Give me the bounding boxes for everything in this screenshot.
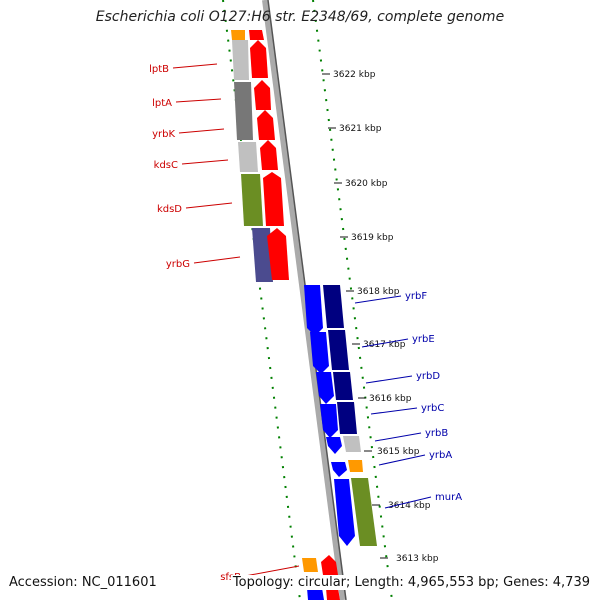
gene-label-murA: murA: [435, 492, 462, 503]
gene-label-yrbE: yrbE: [412, 334, 435, 345]
gene-label-lptA: lptA: [152, 98, 172, 109]
tick-label: 3621 kbp: [339, 124, 382, 134]
cog-block-yrbC: [337, 402, 357, 434]
cds-arrow-lptB: [250, 40, 268, 78]
genome-title: Escherichia coli O127:H6 str. E2348/69, …: [95, 9, 505, 25]
gene-label-yrbC: yrbC: [421, 403, 444, 414]
tick-label: 3616 kbp: [369, 394, 412, 404]
gene-label-yrbA: yrbA: [429, 450, 452, 461]
cog-block-lptB: [232, 40, 249, 80]
cog-block-lptA: [234, 82, 253, 140]
cds-arrow-sfsB: [321, 555, 338, 575]
tick-label: 3618 kbp: [357, 287, 400, 297]
cog-block-sfsB: [302, 558, 318, 572]
accession-text: Accession: NC_011601: [9, 575, 157, 590]
outer-dotted-ring: [312, 0, 393, 600]
tick-labels: 3622 kbp 3621 kbp 3620 kbp 3619 kbp 3618…: [333, 70, 439, 564]
cds-arrow-yrbG: [267, 228, 289, 280]
cds-arrow-top: [249, 30, 264, 40]
cog-block-murA: [351, 478, 377, 546]
gene-label-yrbF: yrbF: [405, 291, 427, 302]
cds-arrow-yrbF: [304, 285, 323, 336]
tick-label: 3619 kbp: [351, 233, 394, 243]
cds-arrow-yrbE: [310, 332, 329, 374]
cds-arrow-yrbK: [257, 110, 275, 140]
gene-label-yrbK: yrbK: [152, 129, 175, 140]
gene-label-kdsD: kdsD: [157, 204, 182, 215]
cog-block-yrbD: [333, 372, 353, 400]
tick-label: 3620 kbp: [345, 179, 388, 189]
cds-arrow-murA: [334, 479, 355, 546]
cds-arrow-lptA: [254, 80, 271, 110]
topology-text: Topology: circular; Length: 4,965,553 bp…: [230, 575, 590, 590]
cog-block-kdsD: [241, 174, 263, 226]
gene-label-yrbB: yrbB: [425, 428, 448, 439]
cog-block-yrbF: [323, 285, 344, 328]
cds-arrow-kdsC: [260, 140, 278, 170]
gene-label-yrbG: yrbG: [166, 259, 190, 270]
gene-label-kdsC: kdsC: [154, 160, 178, 171]
backbone-line: [262, 0, 346, 600]
forward-gene-labels: yrbF yrbE yrbD yrbC yrbB yrbA murA: [354, 291, 462, 509]
cog-block-yrbB: [343, 436, 361, 452]
cds-arrow-yrbA: [331, 462, 347, 477]
cog-block-orange-top: [231, 30, 245, 40]
reverse-gene-labels: lptB lptA yrbK kdsC kdsD yrbG sfsB: [149, 63, 300, 583]
cds-arrow-yrbC: [320, 404, 338, 438]
tick-label: 3614 kbp: [388, 501, 431, 511]
tick-label: 3617 kbp: [363, 340, 406, 350]
cds-arrow-yrbB: [326, 437, 342, 454]
cog-block-yrbA: [348, 460, 363, 472]
cds-arrow-bottom: [307, 588, 324, 600]
gene-label-sfsB: sfsB: [220, 572, 241, 583]
tick-label: 3613 kbp: [396, 554, 439, 564]
tick-marks: [322, 73, 388, 559]
cog-block-kdsC: [238, 142, 258, 172]
cds-arrow-yrbD: [316, 372, 334, 404]
cds-arrow-bottom-2: [326, 588, 340, 600]
gene-label-yrbD: yrbD: [416, 371, 440, 382]
tick-label: 3622 kbp: [333, 70, 376, 80]
gene-label-lptB: lptB: [149, 64, 169, 75]
cds-arrow-kdsD: [263, 172, 284, 226]
cog-block-yrbE: [328, 330, 349, 370]
tick-label: 3615 kbp: [377, 447, 420, 457]
